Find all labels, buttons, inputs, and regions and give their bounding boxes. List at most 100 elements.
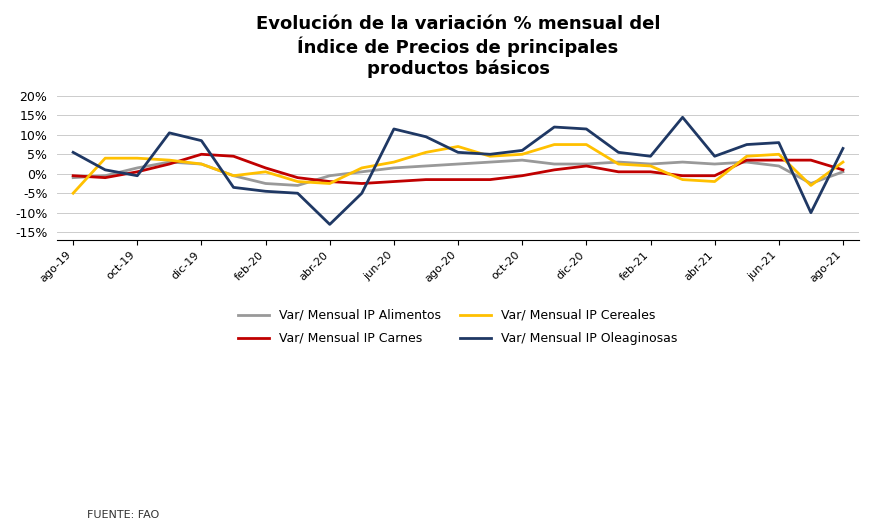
Var/ Mensual IP Cereales bbox=[773, 151, 784, 157]
Line: Var/ Mensual IP Alimentos: Var/ Mensual IP Alimentos bbox=[73, 160, 843, 186]
Var/ Mensual IP Cereales bbox=[549, 141, 559, 147]
Line: Var/ Mensual IP Oleaginosas: Var/ Mensual IP Oleaginosas bbox=[73, 117, 843, 224]
Var/ Mensual IP Carnes bbox=[196, 151, 206, 157]
Var/ Mensual IP Alimentos bbox=[100, 173, 110, 179]
Var/ Mensual IP Cereales bbox=[806, 183, 816, 189]
Line: Var/ Mensual IP Cereales: Var/ Mensual IP Cereales bbox=[73, 144, 843, 193]
Var/ Mensual IP Alimentos bbox=[485, 159, 496, 165]
Var/ Mensual IP Carnes bbox=[357, 180, 367, 187]
Var/ Mensual IP Alimentos bbox=[293, 183, 303, 189]
Var/ Mensual IP Alimentos bbox=[260, 180, 271, 187]
Line: Var/ Mensual IP Carnes: Var/ Mensual IP Carnes bbox=[73, 154, 843, 184]
Var/ Mensual IP Carnes bbox=[453, 176, 463, 183]
Var/ Mensual IP Carnes bbox=[806, 157, 816, 163]
Var/ Mensual IP Cereales bbox=[677, 176, 688, 183]
Var/ Mensual IP Carnes bbox=[581, 163, 592, 169]
Var/ Mensual IP Oleaginosas bbox=[806, 210, 816, 216]
Var/ Mensual IP Carnes bbox=[164, 161, 175, 167]
Var/ Mensual IP Oleaginosas bbox=[68, 149, 79, 155]
Var/ Mensual IP Cereales bbox=[517, 151, 527, 157]
Var/ Mensual IP Cereales bbox=[741, 153, 752, 160]
Var/ Mensual IP Oleaginosas bbox=[164, 130, 175, 136]
Var/ Mensual IP Oleaginosas bbox=[614, 149, 624, 155]
Var/ Mensual IP Carnes bbox=[293, 175, 303, 181]
Var/ Mensual IP Cereales bbox=[260, 169, 271, 175]
Var/ Mensual IP Cereales bbox=[581, 141, 592, 147]
Var/ Mensual IP Alimentos bbox=[196, 161, 206, 167]
Var/ Mensual IP Cereales bbox=[710, 178, 720, 185]
Var/ Mensual IP Alimentos bbox=[645, 161, 656, 167]
Var/ Mensual IP Alimentos bbox=[453, 161, 463, 167]
Var/ Mensual IP Oleaginosas bbox=[581, 126, 592, 132]
Var/ Mensual IP Carnes bbox=[389, 178, 399, 185]
Var/ Mensual IP Alimentos bbox=[164, 159, 175, 165]
Var/ Mensual IP Carnes bbox=[485, 176, 496, 183]
Var/ Mensual IP Carnes bbox=[100, 175, 110, 181]
Var/ Mensual IP Oleaginosas bbox=[132, 173, 142, 179]
Var/ Mensual IP Alimentos bbox=[549, 161, 559, 167]
Var/ Mensual IP Carnes bbox=[517, 173, 527, 179]
Var/ Mensual IP Carnes bbox=[228, 153, 239, 160]
Var/ Mensual IP Oleaginosas bbox=[741, 141, 752, 147]
Var/ Mensual IP Oleaginosas bbox=[453, 149, 463, 155]
Var/ Mensual IP Alimentos bbox=[614, 159, 624, 165]
Legend: Var/ Mensual IP Alimentos, Var/ Mensual IP Carnes, Var/ Mensual IP Cereales, Var: Var/ Mensual IP Alimentos, Var/ Mensual … bbox=[233, 304, 683, 350]
Var/ Mensual IP Carnes bbox=[132, 169, 142, 175]
Var/ Mensual IP Carnes bbox=[420, 176, 431, 183]
Var/ Mensual IP Alimentos bbox=[389, 165, 399, 171]
Var/ Mensual IP Oleaginosas bbox=[357, 190, 367, 196]
Var/ Mensual IP Alimentos bbox=[677, 159, 688, 165]
Var/ Mensual IP Oleaginosas bbox=[677, 114, 688, 120]
Var/ Mensual IP Cereales bbox=[68, 190, 79, 196]
Var/ Mensual IP Cereales bbox=[357, 165, 367, 171]
Var/ Mensual IP Oleaginosas bbox=[710, 153, 720, 160]
Var/ Mensual IP Alimentos bbox=[806, 180, 816, 187]
Var/ Mensual IP Oleaginosas bbox=[196, 138, 206, 144]
Var/ Mensual IP Oleaginosas bbox=[228, 184, 239, 190]
Var/ Mensual IP Oleaginosas bbox=[324, 221, 335, 228]
Var/ Mensual IP Cereales bbox=[164, 157, 175, 163]
Var/ Mensual IP Cereales bbox=[453, 143, 463, 150]
Var/ Mensual IP Alimentos bbox=[517, 157, 527, 163]
Var/ Mensual IP Carnes bbox=[68, 173, 79, 179]
Var/ Mensual IP Cereales bbox=[132, 155, 142, 161]
Var/ Mensual IP Carnes bbox=[773, 157, 784, 163]
Var/ Mensual IP Oleaginosas bbox=[100, 167, 110, 173]
Var/ Mensual IP Cereales bbox=[389, 159, 399, 165]
Var/ Mensual IP Carnes bbox=[549, 167, 559, 173]
Var/ Mensual IP Carnes bbox=[710, 173, 720, 179]
Var/ Mensual IP Oleaginosas bbox=[260, 188, 271, 195]
Text: FUENTE: FAO: FUENTE: FAO bbox=[87, 510, 160, 520]
Var/ Mensual IP Alimentos bbox=[710, 161, 720, 167]
Var/ Mensual IP Alimentos bbox=[324, 173, 335, 179]
Var/ Mensual IP Alimentos bbox=[773, 163, 784, 169]
Var/ Mensual IP Cereales bbox=[645, 163, 656, 169]
Var/ Mensual IP Cereales bbox=[837, 159, 848, 165]
Var/ Mensual IP Oleaginosas bbox=[420, 134, 431, 140]
Var/ Mensual IP Oleaginosas bbox=[389, 126, 399, 132]
Var/ Mensual IP Alimentos bbox=[420, 163, 431, 169]
Var/ Mensual IP Alimentos bbox=[228, 173, 239, 179]
Var/ Mensual IP Cereales bbox=[614, 161, 624, 167]
Var/ Mensual IP Oleaginosas bbox=[773, 140, 784, 146]
Var/ Mensual IP Cereales bbox=[100, 155, 110, 161]
Var/ Mensual IP Carnes bbox=[645, 169, 656, 175]
Var/ Mensual IP Cereales bbox=[228, 173, 239, 179]
Var/ Mensual IP Alimentos bbox=[357, 169, 367, 175]
Title: Evolución de la variación % mensual del
Índice de Precios de principales
product: Evolución de la variación % mensual del … bbox=[256, 15, 660, 78]
Var/ Mensual IP Cereales bbox=[485, 153, 496, 160]
Var/ Mensual IP Alimentos bbox=[132, 165, 142, 171]
Var/ Mensual IP Oleaginosas bbox=[837, 145, 848, 152]
Var/ Mensual IP Carnes bbox=[260, 165, 271, 171]
Var/ Mensual IP Cereales bbox=[293, 178, 303, 185]
Var/ Mensual IP Carnes bbox=[741, 157, 752, 163]
Var/ Mensual IP Carnes bbox=[324, 178, 335, 185]
Var/ Mensual IP Cereales bbox=[324, 180, 335, 187]
Var/ Mensual IP Oleaginosas bbox=[517, 147, 527, 154]
Var/ Mensual IP Alimentos bbox=[581, 161, 592, 167]
Var/ Mensual IP Cereales bbox=[196, 161, 206, 167]
Var/ Mensual IP Oleaginosas bbox=[485, 151, 496, 157]
Var/ Mensual IP Oleaginosas bbox=[549, 124, 559, 130]
Var/ Mensual IP Carnes bbox=[677, 173, 688, 179]
Var/ Mensual IP Carnes bbox=[614, 169, 624, 175]
